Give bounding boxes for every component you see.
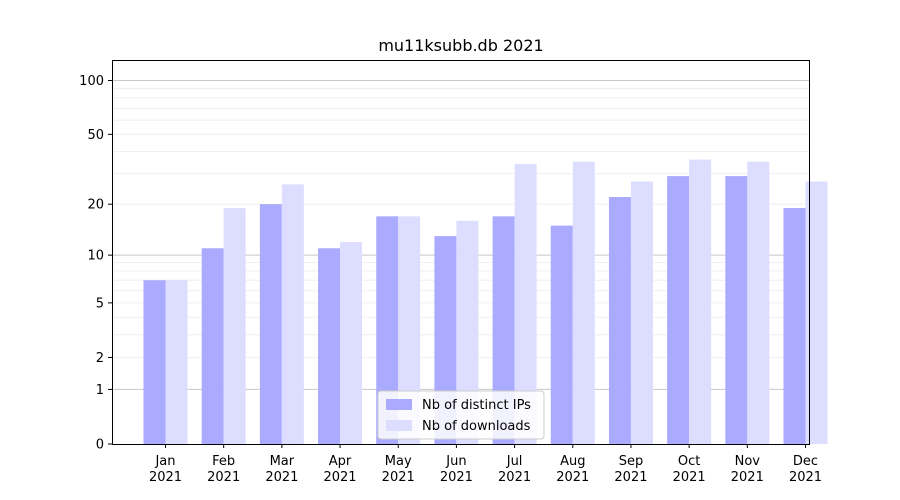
x-tick-label-may: May 2021 (382, 454, 415, 485)
x-tick-label-feb: Feb 2021 (207, 454, 240, 485)
bar-distinct-ips-jul (492, 216, 515, 444)
bar-distinct-ips-sep (608, 197, 631, 444)
bar-distinct-ips-mar (259, 204, 282, 444)
bars (143, 159, 828, 445)
bar-downloads-dec (805, 181, 828, 444)
plot-area-frame (112, 60, 810, 445)
x-tick-label-apr: Apr 2021 (323, 454, 356, 485)
bar-downloads-oct (689, 159, 712, 445)
bar-downloads-apr (340, 241, 363, 444)
x-tick-label-oct: Oct 2021 (673, 454, 706, 485)
legend-swatch-1 (386, 420, 412, 431)
y-tick-label: 100 (79, 74, 104, 89)
x-tick-label-jul: Jul 2021 (498, 454, 531, 485)
y-tick-label: 50 (87, 128, 104, 143)
legend-swatch-0 (386, 399, 412, 410)
y-tick-label: 20 (87, 198, 104, 213)
bar-downloads-nov (747, 161, 770, 444)
bar-downloads-jan (165, 280, 188, 444)
legend-box (377, 390, 545, 440)
bar-downloads-jul (514, 163, 537, 445)
y-tick-label: 1 (96, 383, 104, 398)
x-tick-label-dec: Dec 2021 (789, 454, 822, 485)
bar-distinct-ips-jan (143, 280, 166, 444)
bar-downloads-feb (223, 208, 246, 444)
x-tick-label-nov: Nov 2021 (731, 454, 764, 485)
x-tick-label-aug: Aug 2021 (556, 454, 589, 485)
bar-downloads-jun (456, 220, 479, 444)
bar-downloads-may (398, 216, 421, 444)
bar-distinct-ips-aug (550, 225, 573, 444)
bar-downloads-aug (572, 161, 595, 444)
bar-distinct-ips-may (376, 216, 399, 444)
x-tick-label-sep: Sep 2021 (614, 454, 647, 485)
x-axis: Jan 2021 Feb 2021 Mar 2021 Apr 2021 May 2021 Jun 20… (149, 444, 822, 485)
bar-distinct-ips-feb (201, 248, 224, 444)
y-tick-label: 2 (96, 351, 104, 366)
legend-label-1: Nb of downloads (422, 419, 531, 434)
y-tick-label: 0 (96, 438, 104, 453)
bar-distinct-ips-apr (318, 248, 341, 444)
bar-distinct-ips-dec (783, 208, 806, 444)
y-axis: 0 1 2 5 10 20 50 100 (79, 74, 112, 453)
x-tick-label-mar: Mar 2021 (265, 454, 298, 485)
chart-title: mu11ksubb.db 2021 (378, 36, 543, 55)
x-tick-label-jun: Jun 2021 (440, 454, 473, 485)
legend: Nb of distinct IPs Nb of downloads (377, 390, 545, 440)
legend-label-0: Nb of distinct IPs (422, 398, 531, 413)
bar-distinct-ips-oct (667, 176, 690, 444)
bar-downloads-sep (630, 181, 653, 444)
bar-downloads-mar (281, 184, 304, 445)
x-tick-label-jan: Jan 2021 (149, 454, 182, 485)
y-tick-label: 5 (96, 296, 104, 311)
y-tick-label: 10 (87, 249, 104, 264)
bar-distinct-ips-nov (725, 176, 748, 444)
